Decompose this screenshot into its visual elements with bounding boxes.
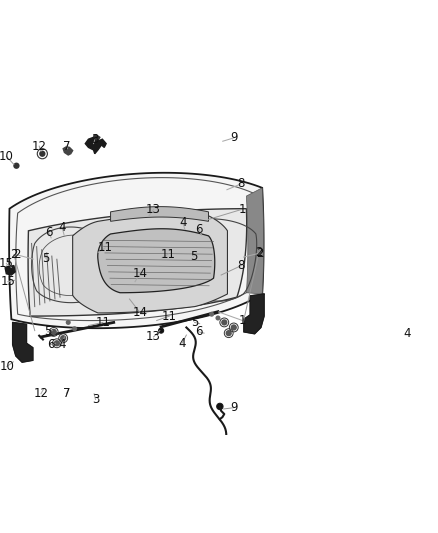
- Circle shape: [226, 330, 232, 336]
- Circle shape: [72, 326, 77, 331]
- Text: 7: 7: [63, 387, 70, 400]
- Polygon shape: [9, 173, 264, 328]
- Text: 2: 2: [255, 246, 263, 259]
- Text: 4: 4: [58, 338, 66, 351]
- Text: 1: 1: [238, 203, 246, 216]
- Text: 13: 13: [146, 203, 161, 216]
- Polygon shape: [85, 138, 101, 154]
- Text: 6: 6: [45, 225, 52, 239]
- Circle shape: [209, 312, 214, 317]
- Text: 12: 12: [33, 387, 49, 400]
- Polygon shape: [98, 139, 106, 148]
- Text: 1: 1: [238, 314, 246, 327]
- Text: 15: 15: [0, 257, 14, 270]
- Text: 6: 6: [195, 325, 203, 338]
- Circle shape: [60, 335, 66, 341]
- Text: 5: 5: [42, 252, 49, 264]
- Text: 4: 4: [59, 221, 66, 235]
- Text: 2: 2: [13, 248, 20, 261]
- Circle shape: [39, 150, 46, 157]
- Circle shape: [66, 320, 71, 325]
- Polygon shape: [13, 322, 33, 362]
- Text: 14: 14: [133, 306, 148, 319]
- Circle shape: [217, 403, 223, 409]
- Text: 13: 13: [146, 330, 161, 343]
- Text: 11: 11: [95, 316, 110, 329]
- Circle shape: [50, 329, 57, 335]
- Polygon shape: [5, 265, 15, 275]
- Circle shape: [221, 319, 227, 326]
- Text: 6: 6: [47, 338, 54, 351]
- Text: 10: 10: [0, 150, 14, 163]
- Polygon shape: [110, 207, 208, 221]
- Text: 12: 12: [32, 140, 47, 152]
- Polygon shape: [63, 147, 73, 155]
- Polygon shape: [98, 229, 215, 293]
- Circle shape: [13, 163, 20, 169]
- Text: 10: 10: [0, 360, 14, 373]
- Text: 5: 5: [44, 325, 51, 338]
- Circle shape: [215, 316, 220, 320]
- Text: 14: 14: [132, 268, 147, 280]
- Text: 15: 15: [0, 275, 15, 288]
- Text: 6: 6: [195, 223, 203, 236]
- Text: 11: 11: [161, 247, 176, 261]
- Text: 9: 9: [230, 131, 237, 144]
- Text: 3: 3: [92, 393, 99, 406]
- Polygon shape: [73, 211, 227, 313]
- Text: 4: 4: [178, 337, 186, 350]
- Text: 7: 7: [63, 140, 70, 152]
- Text: 11: 11: [98, 241, 113, 254]
- Text: 8: 8: [237, 177, 244, 190]
- Polygon shape: [247, 188, 264, 294]
- Text: 9: 9: [230, 401, 237, 414]
- Circle shape: [230, 324, 237, 330]
- Text: 4: 4: [179, 215, 187, 229]
- Text: 2: 2: [10, 248, 18, 261]
- Text: 8: 8: [238, 259, 245, 272]
- Text: 3: 3: [91, 133, 99, 147]
- Circle shape: [54, 340, 60, 346]
- Text: 5: 5: [191, 316, 198, 329]
- Text: 11: 11: [162, 310, 177, 322]
- Polygon shape: [244, 294, 264, 334]
- Circle shape: [159, 328, 164, 333]
- Polygon shape: [93, 135, 100, 141]
- Polygon shape: [28, 209, 247, 316]
- Text: 5: 5: [190, 250, 198, 263]
- Text: 2: 2: [256, 247, 264, 260]
- Text: 4: 4: [403, 327, 410, 340]
